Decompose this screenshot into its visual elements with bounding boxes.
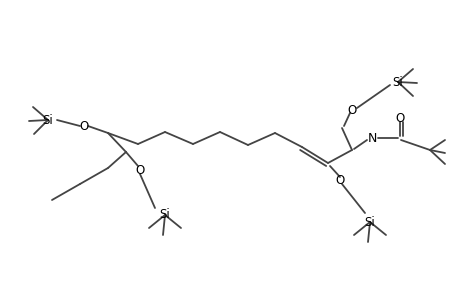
Text: O: O [135,164,144,176]
Text: N: N [367,131,376,145]
Text: Si: Si [43,113,53,127]
Text: O: O [335,173,344,187]
Text: O: O [79,119,89,133]
Text: O: O [395,112,404,124]
Text: Si: Si [392,76,403,88]
Text: Si: Si [159,208,170,221]
Text: O: O [347,103,356,116]
Text: Si: Si [364,215,375,229]
